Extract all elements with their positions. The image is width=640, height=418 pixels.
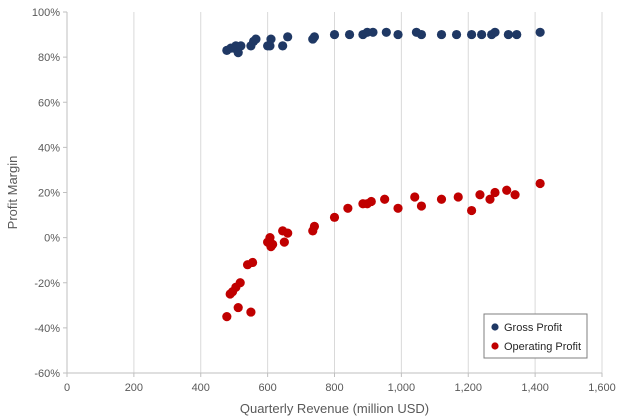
operating-profit-point: [535, 178, 545, 189]
gross-profit-point: [283, 32, 293, 42]
gridlines: [133, 12, 603, 373]
legend-box: [483, 313, 588, 359]
operating-profit-point: [475, 190, 485, 200]
operating-profit-point: [279, 237, 289, 247]
gross-profit-point: [535, 27, 545, 37]
gross-profit-point: [329, 29, 340, 40]
x-tick-label: 400: [192, 382, 210, 394]
operating-profit-point: [366, 196, 376, 207]
axes: [63, 11, 603, 377]
operating-profit-point: [393, 203, 403, 213]
operating-profit-point: [268, 239, 278, 249]
y-axis-title: Profit Margin: [5, 156, 20, 230]
legend-label: Operating Profit: [504, 341, 581, 353]
x-tick-label: 800: [325, 382, 343, 394]
gross-profit-point: [416, 29, 427, 40]
y-tick-label: -60%: [34, 368, 60, 380]
y-tick-label: 0%: [44, 233, 60, 245]
gross-profit-point: [251, 34, 261, 44]
legend-marker: [491, 323, 499, 331]
legend-marker: [491, 342, 499, 350]
operating-profit-point: [309, 221, 320, 231]
operating-profit-point: [410, 192, 420, 202]
operating-profit-point: [235, 278, 245, 288]
gross-profit-point: [490, 27, 500, 37]
legend: Gross Profit Operating Profit: [483, 313, 588, 359]
gross-profit-point: [236, 41, 246, 51]
operating-profit-point: [222, 311, 232, 322]
operating-profit-point: [246, 307, 256, 317]
operating-profit-point: [380, 194, 390, 204]
operating-profit-point: [466, 205, 477, 216]
x-tick-label: 200: [125, 382, 143, 394]
y-tick-label: 100%: [32, 7, 60, 19]
operating-profit-point: [233, 302, 243, 313]
y-tick-label: 20%: [38, 188, 60, 200]
x-tick-label: 0: [64, 382, 70, 394]
operating-profit-point: [510, 190, 520, 200]
operating-profit-point: [490, 187, 500, 198]
gross-profit-point: [344, 29, 355, 40]
legend-label: Gross Profit: [504, 322, 562, 334]
y-tick-label: 60%: [38, 97, 60, 109]
gross-profit-point: [265, 41, 275, 51]
gross-profit-point: [451, 29, 462, 40]
x-tick-label: 1,600: [588, 382, 616, 394]
y-tick-label: -40%: [34, 323, 60, 335]
gross-profit-point: [466, 29, 477, 40]
x-tick-label: 1,200: [454, 382, 482, 394]
x-tick-label: 1,400: [521, 382, 549, 394]
gross-profit-point: [477, 29, 487, 40]
x-tick-label: 600: [258, 382, 276, 394]
operating-profit-point: [502, 185, 512, 195]
y-tick-label: 80%: [38, 52, 60, 64]
gross-profit-point: [309, 32, 320, 42]
operating-profit-point: [283, 228, 293, 238]
x-tick-label: 1,000: [388, 382, 416, 394]
operating-profit-point: [416, 201, 427, 211]
y-tick-label: 40%: [38, 142, 60, 154]
gross-profit-point: [503, 29, 513, 40]
gross-profit-point: [393, 29, 403, 40]
operating-profit-point: [329, 212, 340, 222]
data-points: [222, 27, 545, 322]
operating-profit-point: [453, 192, 463, 202]
gross-profit-point: [436, 29, 447, 40]
operating-profit-point: [485, 194, 495, 204]
gross-profit-point: [278, 41, 288, 51]
gross-profit-point: [512, 29, 522, 40]
operating-profit-point: [343, 203, 353, 213]
tick-labels: -60% -40% -20% 0% 20% 40% 60% 80% 100% 0 200 400 600…: [32, 7, 616, 394]
operating-profit-point: [436, 194, 447, 204]
y-tick-label: -20%: [34, 278, 60, 290]
gross-profit-point: [368, 27, 378, 37]
operating-profit-point: [247, 257, 258, 268]
x-axis-title: Quarterly Revenue (million USD): [240, 401, 429, 416]
gross-profit-point: [381, 27, 391, 37]
gross-profit-point: [266, 34, 276, 44]
